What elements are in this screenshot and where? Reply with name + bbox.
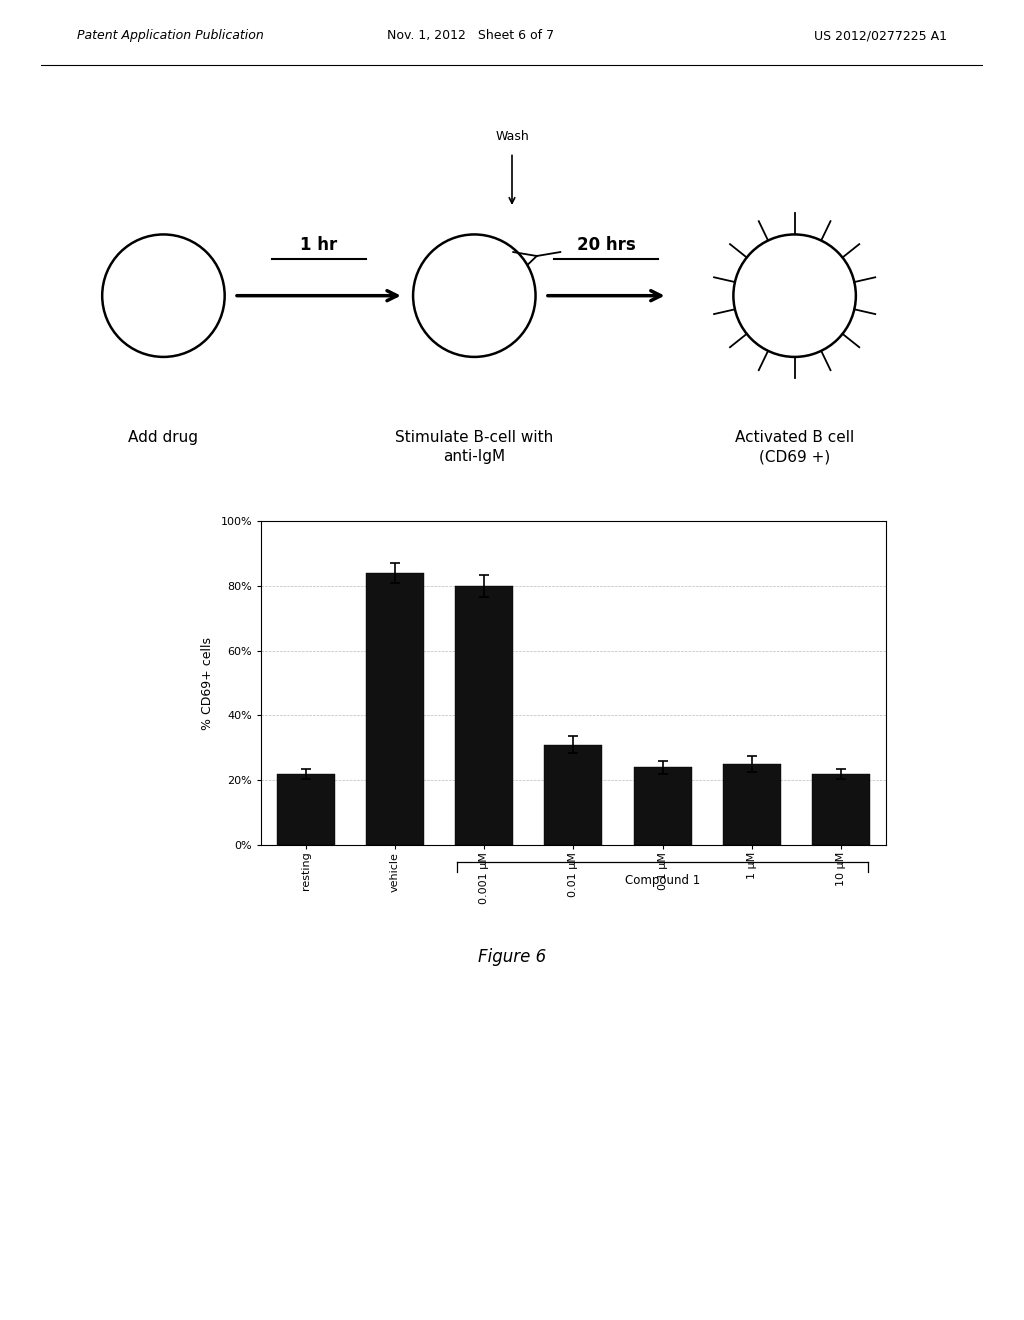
- FancyArrowPatch shape: [548, 290, 660, 301]
- Text: Stimulate B-cell with
anti-IgM: Stimulate B-cell with anti-IgM: [395, 430, 553, 465]
- Text: 20 hrs: 20 hrs: [577, 236, 636, 255]
- Bar: [276, 774, 335, 845]
- Text: Add drug: Add drug: [128, 430, 199, 445]
- Text: US 2012/0277225 A1: US 2012/0277225 A1: [814, 29, 947, 42]
- FancyArrowPatch shape: [237, 290, 397, 301]
- Text: 1 hr: 1 hr: [300, 236, 338, 255]
- Text: Patent Application Publication: Patent Application Publication: [77, 29, 263, 42]
- Bar: [812, 774, 870, 845]
- Bar: [723, 764, 781, 845]
- FancyArrowPatch shape: [509, 156, 515, 203]
- Bar: [634, 767, 691, 845]
- Text: Wash: Wash: [496, 131, 528, 144]
- Text: Compound 1: Compound 1: [625, 874, 700, 887]
- Bar: [545, 744, 602, 845]
- Text: Activated B cell
(CD69 +): Activated B cell (CD69 +): [735, 430, 854, 465]
- Bar: [366, 573, 424, 845]
- Text: Nov. 1, 2012   Sheet 6 of 7: Nov. 1, 2012 Sheet 6 of 7: [387, 29, 555, 42]
- Y-axis label: % CD69+ cells: % CD69+ cells: [201, 636, 214, 730]
- Bar: [456, 586, 513, 845]
- Text: Figure 6: Figure 6: [478, 948, 546, 966]
